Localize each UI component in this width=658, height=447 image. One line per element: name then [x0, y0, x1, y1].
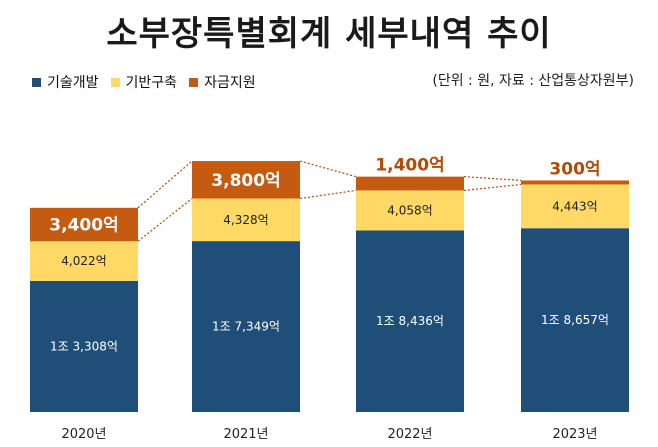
bar-funding-4	[521, 180, 629, 185]
legend: 기술개발 기반구축 자금지원	[32, 72, 268, 92]
label-funding-4: 300억	[549, 159, 600, 179]
label-tech-4: 1조 8,657억	[541, 313, 609, 327]
label-infra-3: 4,058억	[387, 203, 432, 217]
legend-label-tech: 기술개발	[47, 75, 99, 91]
label-tech-3: 1조 8,436억	[376, 314, 444, 328]
label-infra-4: 4,443억	[552, 199, 597, 213]
bar-infra-1	[30, 241, 138, 281]
bar-tech-4	[521, 228, 629, 412]
label-funding-3: 1,400억	[375, 156, 444, 176]
legend-label-infra: 기반구축	[125, 75, 178, 91]
legend-swatch-funding	[189, 77, 199, 87]
x-tick-label-3: 2022년	[387, 427, 432, 442]
x-tick-label-1: 2020년	[61, 427, 106, 442]
bar-infra-3	[356, 190, 464, 231]
label-infra-1: 4,022억	[61, 254, 106, 268]
chart-title: 소부장특별회계 세부내역 추이	[106, 14, 552, 54]
label-infra-2: 4,328억	[223, 213, 268, 227]
connector-bottom-1	[137, 198, 193, 242]
legend-swatch-tech	[32, 77, 41, 87]
bar-tech-2	[192, 241, 300, 412]
label-funding-1: 3,400억	[49, 216, 118, 236]
connector-bottom-3	[463, 183, 522, 192]
bar-tech-3	[356, 230, 464, 412]
label-tech-1: 1조 3,308억	[50, 339, 118, 353]
label-tech-2: 1조 7,349억	[212, 320, 280, 334]
label-funding-2: 3,800억	[211, 171, 280, 191]
legend-item-funding: 자금지원	[189, 72, 256, 92]
bar-funding-1	[30, 207, 138, 242]
legend-label-funding: 자금지원	[204, 75, 256, 91]
source-note: (단위 : 원, 자료 : 산업통상자원부)	[432, 73, 634, 89]
bar-tech-1	[30, 280, 138, 412]
bar-infra-4	[521, 184, 629, 229]
connector-top-2	[299, 160, 357, 178]
x-tick-label-4: 2023년	[552, 427, 597, 442]
legend-swatch-infra	[110, 77, 120, 87]
connector-top-3	[463, 176, 522, 182]
bar-funding-2	[192, 161, 300, 199]
connector-bottom-2	[299, 189, 357, 200]
legend-item-infra: 기반구축	[110, 72, 178, 92]
bar-funding-3	[356, 176, 464, 191]
connector-top-1	[137, 160, 193, 209]
x-tick-label-2: 2021년	[223, 427, 268, 442]
legend-item-tech: 기술개발	[32, 72, 99, 92]
bar-infra-2	[192, 198, 300, 242]
